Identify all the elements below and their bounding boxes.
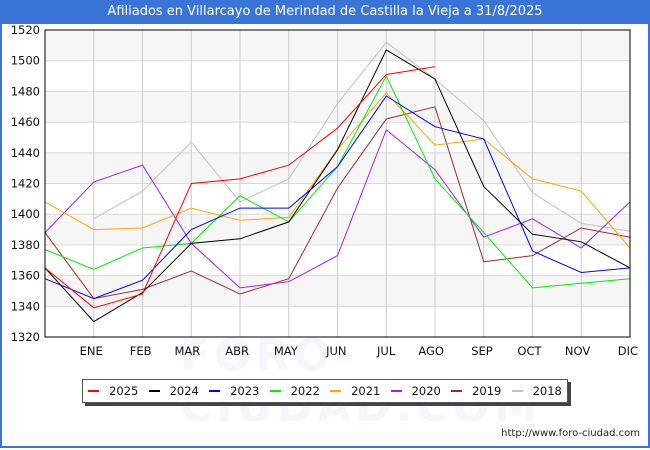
x-tick-label: ENE (80, 344, 103, 358)
x-tick-label: MAY (274, 344, 299, 358)
series-line-2019 (44, 106, 631, 300)
series-line-2023 (44, 95, 631, 300)
x-tick-label: ABR (225, 344, 249, 358)
x-tick-label: FEB (130, 344, 152, 358)
chart-title: Afiliados en Villarcayo de Merindad de C… (0, 0, 650, 24)
y-tick-label: 1460 (11, 115, 40, 129)
legend-label: 2020 (411, 384, 441, 398)
plot-border (44, 29, 631, 338)
legend-swatch (511, 390, 523, 392)
series-line-2024 (44, 49, 631, 323)
legend-swatch (88, 390, 100, 392)
x-tick-label: OCT (517, 344, 542, 358)
x-tick-label: JUN (325, 344, 346, 358)
y-tick-label: 1420 (11, 177, 40, 191)
legend-item-2024: 2024 (148, 384, 199, 398)
series-line-2020 (44, 128, 631, 289)
y-tick-label: 1480 (11, 84, 40, 98)
legend-swatch (390, 390, 402, 392)
legend-label: 2025 (109, 384, 139, 398)
x-tick-label: MAR (174, 344, 200, 358)
legend-swatch (330, 390, 342, 392)
legend-item-2019: 2019 (451, 384, 501, 398)
legend-label: 2021 (351, 384, 381, 398)
y-tick-label: 1440 (11, 146, 40, 160)
legend-swatch (451, 390, 463, 392)
y-tick-label: 1380 (11, 238, 40, 252)
legend-item-2023: 2023 (209, 384, 259, 398)
legend-swatch (148, 390, 160, 392)
legend-item-2021: 2021 (330, 384, 380, 398)
legend-swatch (269, 390, 281, 392)
legend-label: 2024 (169, 384, 199, 398)
legend-label: 2023 (230, 384, 260, 398)
legend-item-2025: 2025 (88, 384, 138, 398)
legend-label: 2022 (290, 384, 320, 398)
source-url: http://www.foro-ciudad.com (501, 428, 640, 439)
legend-item-2018: 2018 (511, 384, 562, 398)
legend-label: 2019 (472, 384, 502, 398)
series-line-2018 (93, 41, 631, 232)
x-tick-label: DIC (618, 344, 638, 358)
y-tick-label: 1360 (11, 269, 40, 283)
series-line-2025 (44, 66, 436, 309)
legend: 2025 2024 2023 2022 2021 2020 2019 2018 (82, 379, 568, 403)
x-tick-label: JUL (376, 344, 396, 358)
x-tick-label: SEP (471, 344, 493, 358)
legend-item-2020: 2020 (390, 384, 441, 398)
y-tick-label: 1400 (11, 207, 40, 221)
legend-item-2022: 2022 (269, 384, 320, 398)
x-tick-label: NOV (565, 344, 590, 358)
y-tick-label: 1520 (11, 23, 40, 37)
x-tick-label: AGO (418, 344, 444, 358)
y-tick-label: 1340 (11, 299, 40, 313)
y-tick-label: 1320 (11, 330, 40, 344)
legend-swatch (209, 390, 221, 392)
y-tick-label: 1500 (11, 54, 40, 68)
legend-label: 2018 (532, 384, 562, 398)
